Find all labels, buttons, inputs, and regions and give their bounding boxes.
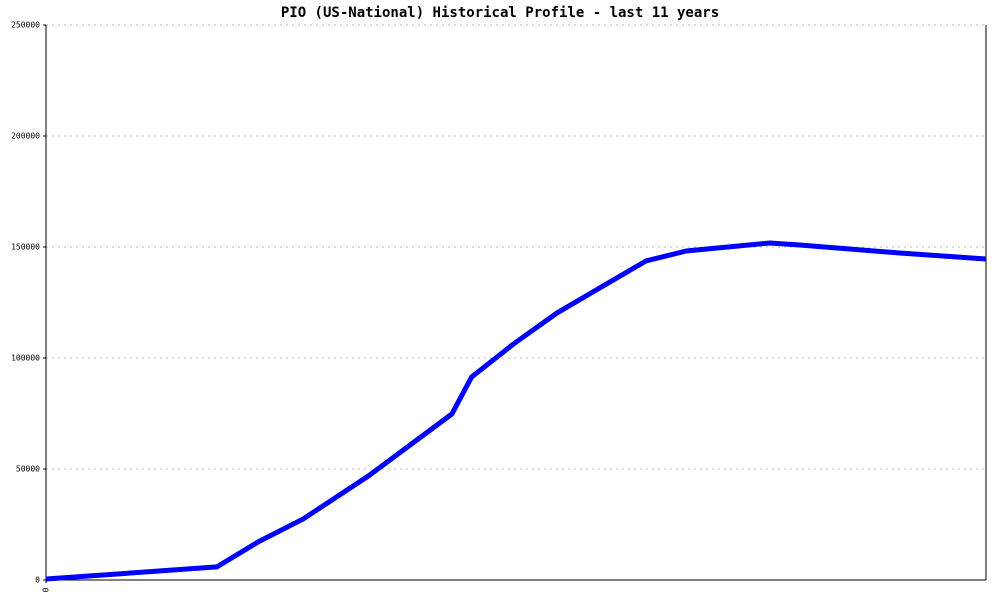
line: [45, 240, 987, 582]
y-tick-label: 100000: [11, 354, 40, 363]
y-tick-label: 250000: [11, 21, 40, 30]
y-tick-label: 150000: [11, 243, 40, 252]
y-tick-label: 200000: [11, 132, 40, 141]
y-tick-label: 0: [35, 576, 40, 585]
x-tick-label: 0: [42, 587, 51, 592]
y-tick-label: 50000: [16, 465, 40, 474]
chart-title: PIO (US-National) Historical Profile - l…: [281, 5, 719, 21]
